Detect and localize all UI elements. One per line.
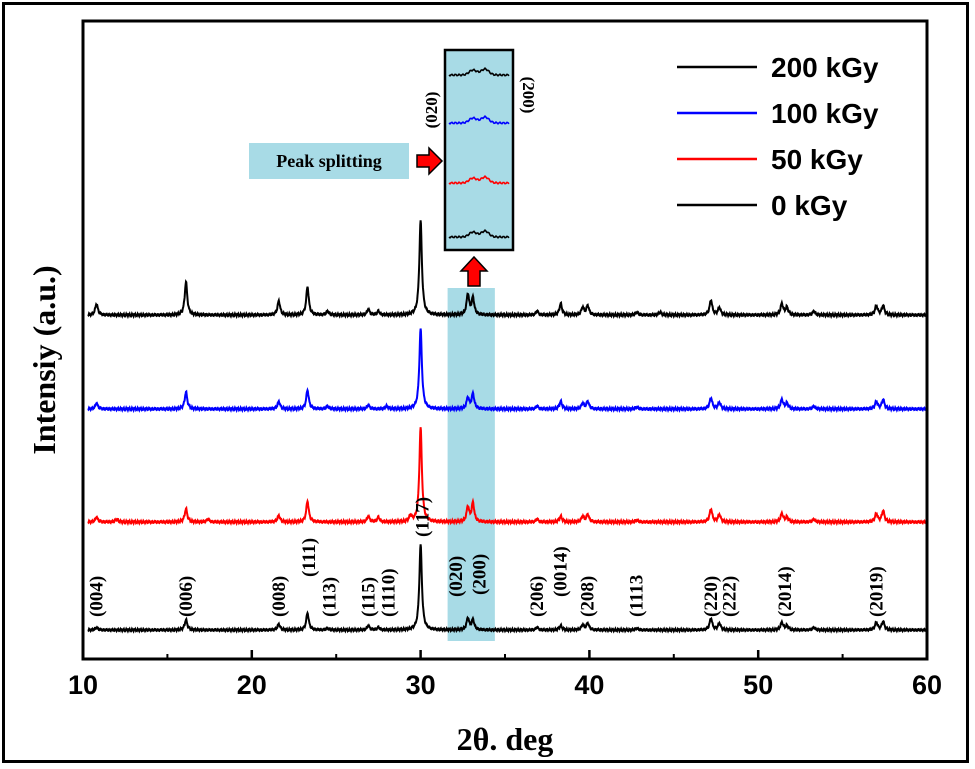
x-tick-label: 10	[68, 670, 98, 700]
inset-label-200: (200)	[519, 77, 538, 114]
inset-line-0-kgy	[448, 229, 510, 239]
peak-label: (0014)	[551, 546, 572, 597]
series-line-100-kgy	[87, 328, 928, 414]
x-axis-title: 2θ. deg	[457, 721, 554, 757]
inset-box	[443, 48, 515, 252]
peak-label: (206)	[527, 576, 548, 617]
y-axis-title: Intensiy (a.u.)	[26, 265, 62, 454]
peak-label: (117)	[412, 497, 433, 537]
annotation-text: Peak splitting	[276, 151, 382, 171]
peak-label: (004)	[87, 576, 108, 617]
peak-label: (200)	[470, 554, 491, 595]
legend-label: 0 kGy	[771, 190, 848, 221]
legend-label: 200 kGy	[771, 52, 879, 83]
series-line-200-kgy	[87, 220, 928, 320]
xrd-chart: 10 20 30 40 50 60 2θ. deg Intensiy (a.u.) (004)…	[26, 19, 942, 757]
series-line-50-kgy	[87, 427, 928, 527]
legend-label: 50 kGy	[771, 144, 863, 175]
peak-label: (008)	[269, 576, 290, 617]
peak-label: (006)	[176, 576, 197, 617]
x-tick-label: 20	[237, 670, 267, 700]
legend-label: 100 kGy	[771, 98, 879, 129]
peak-label: (2019)	[866, 566, 887, 617]
x-tick-label: 60	[912, 670, 942, 700]
peak-splitting-highlight	[447, 288, 495, 641]
peak-label: (208)	[578, 576, 599, 617]
peak-label: (1110)	[379, 568, 400, 617]
peak-label: (1113	[627, 575, 648, 617]
peak-label: (2014)	[775, 566, 796, 617]
arrow-up-icon	[459, 255, 489, 287]
inset-line-200-kgy	[448, 67, 510, 77]
annotation-box	[249, 143, 409, 179]
inset-line-50-kgy	[448, 175, 510, 185]
series-line-0-kgy	[87, 544, 928, 634]
arrow-right-icon	[416, 146, 444, 176]
peak-label: (020)	[446, 556, 467, 597]
x-tick-label: 30	[406, 670, 436, 700]
peak-label: (220)	[701, 576, 722, 617]
inset-label-020: (020)	[422, 92, 441, 129]
x-tick-label: 40	[574, 670, 604, 700]
peak-label: (222)	[720, 576, 741, 617]
x-tick-label: 50	[743, 670, 773, 700]
peak-label: (111)	[299, 538, 320, 577]
peak-label: (113)	[319, 577, 340, 617]
peak-label: (115)	[358, 577, 379, 617]
inset-line-100-kgy	[448, 115, 510, 125]
